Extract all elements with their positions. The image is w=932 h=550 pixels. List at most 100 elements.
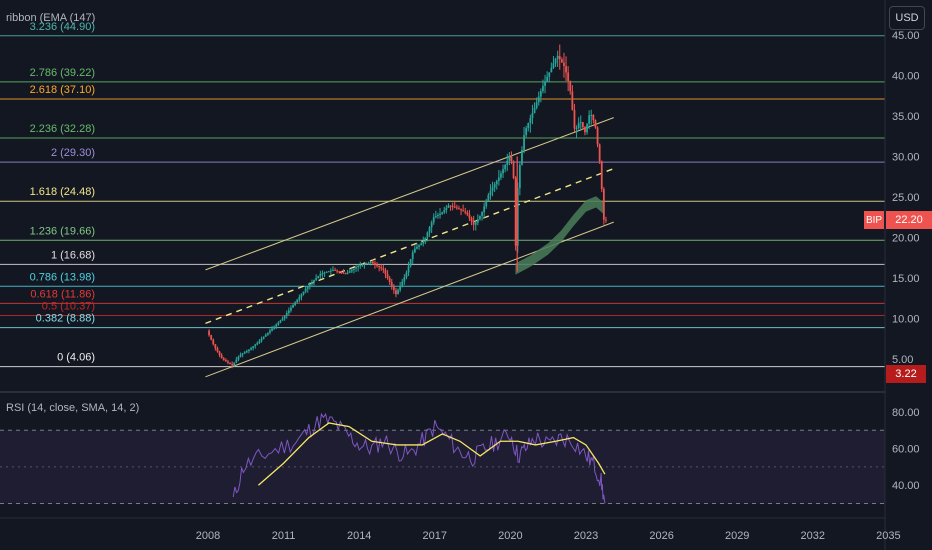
candle-body [422,241,425,244]
candle-body [294,302,297,305]
candle-body [439,213,441,215]
indicator-label[interactable]: ribbon (EMA (147) [6,12,96,24]
candle-body [476,219,479,223]
candle-body [405,272,408,278]
candle-body [374,263,376,265]
candle-body [407,265,410,273]
candle-body [483,206,486,213]
fib-level-label: 0.618 (11.86) [30,288,95,300]
candle-body [329,270,332,272]
candle-body [231,364,234,366]
time-tick-label: 2020 [498,530,522,542]
candle-body [208,330,210,336]
candle-body [392,286,395,291]
rsi-tick-label: 60.00 [892,444,920,456]
candle-body [361,264,364,266]
candle-body [403,277,406,282]
fib-level-label: 2 (29.30) [51,147,95,159]
candle-body [525,128,528,136]
candle-body [472,221,475,225]
candle-body [508,156,511,161]
rsi-tick-label: 80.00 [892,407,920,419]
channel-upper-line [205,117,614,271]
candle-body [584,127,586,133]
rsi-tick-label: 40.00 [892,480,920,492]
fib-level-label: 1.618 (24.48) [30,186,95,198]
candle-body [334,269,336,271]
candle-body [533,107,536,113]
candle-body [514,178,517,246]
candle-body [581,122,584,128]
candle-body [357,265,360,268]
candle-body [233,362,236,366]
candle-body [401,281,404,286]
candle-body [428,227,431,233]
candle-body [542,85,544,92]
candle-body [338,271,341,273]
candle-body [376,264,378,266]
candle-body [567,72,570,81]
candle-body [413,248,416,253]
candle-body [395,290,397,295]
time-tick-label: 2035 [876,530,900,542]
candle-body [290,307,292,311]
rsi-axis[interactable]: 80.00 60.00 40.00 [892,407,920,492]
price-tick-label: 45.00 [892,30,920,42]
candle-body [275,324,278,327]
candle-body [462,210,465,212]
fib-level-label: 0.382 (8.88) [36,313,95,325]
candle-body [489,190,492,196]
candle-body [432,217,435,223]
candle-body [266,332,269,335]
candle-body [434,216,437,218]
candle-body [298,296,301,300]
price-tick-label: 15.00 [892,273,920,285]
candle-body [388,278,391,283]
price-tick-label: 20.00 [892,233,920,245]
price-axis[interactable]: 45.00 40.00 35.00 30.00 25.00 20.00 15.00 10.00… [892,30,920,366]
candle-body [269,330,271,333]
candle-body [573,109,576,129]
candle-body [411,252,414,260]
candle-body [315,278,318,281]
candle-body [441,212,444,214]
candle-body [220,354,223,359]
price-tick-label: 35.00 [892,111,920,123]
candle-body [512,161,515,179]
candle-body [279,320,282,323]
candle-body [350,269,353,272]
candle-body [237,356,240,360]
candle-body [430,222,433,228]
candle-body [523,135,525,151]
time-tick-label: 2032 [801,530,825,542]
candle-body [445,207,448,211]
time-axis[interactable]: 2008 2011 2014 2017 2020 2023 2026 2029 2032 2035 [0,517,901,542]
price-tick-label: 5.00 [892,354,913,366]
candle-body [210,335,213,340]
candle-body [371,261,374,264]
candle-body [554,58,557,64]
ema-ribbon [515,196,604,275]
time-tick-label: 2008 [196,530,220,542]
rsi-label[interactable]: RSI (14, close, SMA, 14, 2) [6,402,140,414]
candle-body [592,114,595,121]
fib-level-label: 2.236 (32.28) [30,123,95,135]
candle-body [506,160,509,165]
candle-body [470,217,473,222]
candle-body [424,237,427,242]
currency-button[interactable]: USD [889,6,925,30]
candle-body [460,209,462,211]
candle-body [304,288,307,292]
candle-body [277,322,280,325]
candle-body [365,263,368,265]
ema-ribbon-band [515,196,604,275]
candle-body [283,315,286,319]
rsi-pane [0,412,885,504]
fib-level-label: 2.618 (37.10) [30,84,95,96]
candle-body [384,269,387,274]
candle-body [565,66,567,73]
candle-body [453,206,456,208]
candle-body [537,96,540,103]
candle-body [353,268,355,270]
